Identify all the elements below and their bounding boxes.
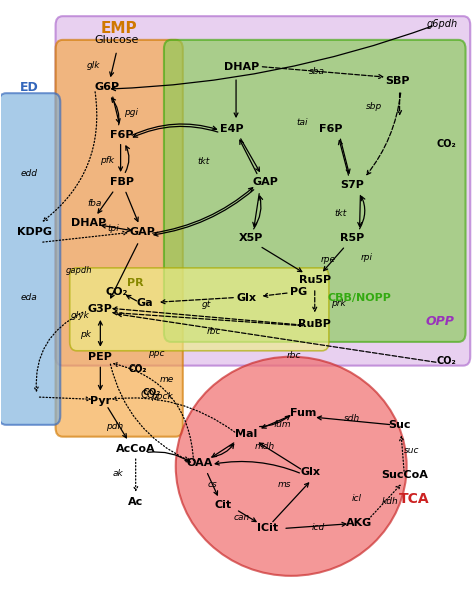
Text: EMP: EMP bbox=[101, 21, 137, 36]
Text: GAP: GAP bbox=[130, 227, 155, 237]
Text: rbc: rbc bbox=[206, 327, 221, 336]
Text: ED: ED bbox=[20, 81, 39, 94]
Text: rpe: rpe bbox=[321, 255, 336, 264]
Text: CO₂: CO₂ bbox=[437, 356, 456, 367]
Text: G6P: G6P bbox=[95, 82, 120, 92]
Text: Suc: Suc bbox=[388, 420, 411, 430]
Text: SBP: SBP bbox=[385, 76, 410, 86]
Text: edd: edd bbox=[20, 168, 37, 178]
Text: kdh: kdh bbox=[382, 497, 399, 506]
Text: CO₂: CO₂ bbox=[129, 364, 147, 374]
Text: F6P: F6P bbox=[110, 130, 133, 140]
Text: rbc: rbc bbox=[286, 351, 301, 360]
Text: Pyr: Pyr bbox=[90, 396, 111, 406]
Text: glk: glk bbox=[87, 61, 100, 70]
Text: Ac: Ac bbox=[128, 497, 143, 507]
Text: G3P: G3P bbox=[88, 305, 113, 314]
Text: ppck: ppck bbox=[151, 393, 173, 402]
Text: DHAP: DHAP bbox=[224, 61, 259, 71]
Text: Mal: Mal bbox=[235, 429, 257, 439]
Text: icd: icd bbox=[311, 523, 325, 532]
Text: Glucose: Glucose bbox=[95, 35, 139, 45]
Text: TCA: TCA bbox=[398, 492, 429, 506]
Text: FBP: FBP bbox=[109, 177, 134, 187]
Text: OAA: OAA bbox=[186, 458, 212, 468]
Text: CO₂: CO₂ bbox=[142, 388, 160, 397]
Text: rpi: rpi bbox=[361, 253, 373, 262]
FancyBboxPatch shape bbox=[70, 268, 329, 351]
Text: tai: tai bbox=[296, 118, 308, 127]
Text: tpi: tpi bbox=[108, 224, 119, 233]
Text: ms: ms bbox=[277, 480, 291, 488]
Text: Fum: Fum bbox=[290, 408, 316, 418]
Text: KDPG: KDPG bbox=[17, 227, 52, 237]
Text: tkt: tkt bbox=[335, 209, 347, 218]
Text: ICit: ICit bbox=[257, 524, 278, 534]
Text: sba: sba bbox=[309, 67, 325, 76]
Text: SucCoA: SucCoA bbox=[381, 470, 428, 480]
Text: can: can bbox=[234, 513, 250, 522]
Text: Glx: Glx bbox=[300, 467, 320, 477]
Text: CO₂: CO₂ bbox=[106, 287, 128, 296]
Text: ppc: ppc bbox=[148, 349, 164, 358]
Text: R5P: R5P bbox=[340, 233, 365, 243]
Text: suc: suc bbox=[403, 446, 419, 455]
Text: ak: ak bbox=[113, 469, 124, 478]
Text: gapdh: gapdh bbox=[66, 267, 92, 275]
Text: PG: PG bbox=[290, 287, 307, 296]
Text: cs: cs bbox=[207, 480, 217, 489]
Text: F6P: F6P bbox=[319, 124, 343, 134]
Text: fba: fba bbox=[88, 199, 102, 208]
FancyBboxPatch shape bbox=[164, 40, 465, 342]
FancyBboxPatch shape bbox=[0, 93, 60, 425]
Text: mdh: mdh bbox=[254, 442, 274, 451]
Text: X5P: X5P bbox=[239, 233, 264, 243]
Text: eda: eda bbox=[20, 293, 37, 302]
FancyBboxPatch shape bbox=[55, 40, 183, 437]
Text: CO₂: CO₂ bbox=[129, 365, 147, 374]
Text: GAP: GAP bbox=[252, 177, 278, 187]
Text: tkt: tkt bbox=[198, 157, 210, 166]
Text: AKG: AKG bbox=[346, 518, 373, 528]
Text: prk: prk bbox=[331, 299, 346, 308]
Text: gt: gt bbox=[202, 300, 211, 309]
Text: Cit: Cit bbox=[214, 500, 231, 510]
Text: RuBP: RuBP bbox=[298, 319, 331, 329]
Text: OPP: OPP bbox=[425, 315, 454, 328]
Text: Ru5P: Ru5P bbox=[299, 275, 331, 285]
Text: Ga: Ga bbox=[137, 299, 154, 308]
FancyBboxPatch shape bbox=[55, 16, 470, 365]
Text: CO₂: CO₂ bbox=[437, 139, 456, 149]
Text: sbp: sbp bbox=[365, 102, 382, 111]
Text: CBB/NOPP: CBB/NOPP bbox=[328, 293, 392, 302]
Text: E4P: E4P bbox=[220, 124, 244, 134]
Text: fum: fum bbox=[273, 420, 291, 430]
Ellipse shape bbox=[176, 357, 407, 576]
Text: S7P: S7P bbox=[340, 180, 365, 190]
Text: pfk: pfk bbox=[100, 156, 115, 165]
Text: me: me bbox=[160, 375, 174, 384]
Text: pdh: pdh bbox=[106, 422, 123, 431]
Text: g6pdh: g6pdh bbox=[427, 19, 457, 29]
Text: PR: PR bbox=[128, 278, 144, 288]
Text: glyk: glyk bbox=[71, 311, 90, 320]
Text: icl: icl bbox=[352, 494, 362, 503]
Text: DHAP: DHAP bbox=[71, 218, 106, 228]
Text: AcCoA: AcCoA bbox=[116, 443, 155, 453]
Text: pgi: pgi bbox=[124, 108, 138, 117]
Text: CO₂: CO₂ bbox=[141, 390, 159, 400]
Text: pk: pk bbox=[80, 330, 91, 339]
Text: sdh: sdh bbox=[344, 414, 361, 424]
Text: PEP: PEP bbox=[89, 352, 112, 362]
Text: Glx: Glx bbox=[237, 293, 256, 302]
